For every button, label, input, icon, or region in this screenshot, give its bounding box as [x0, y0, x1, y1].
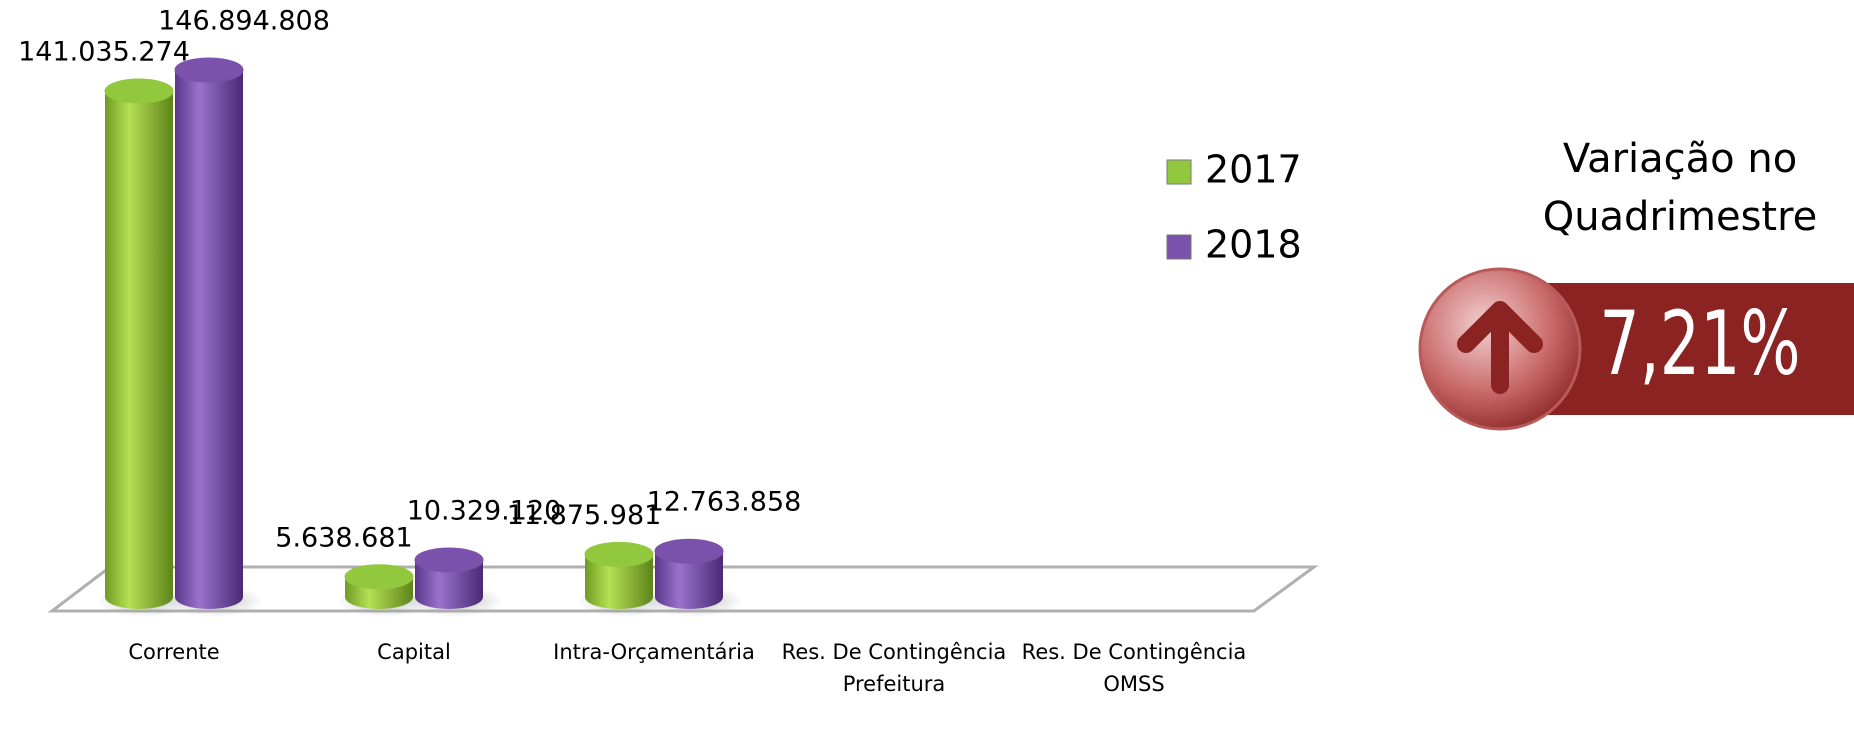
- data-label: 141.035.274: [18, 37, 190, 68]
- bar-top: [104, 78, 174, 104]
- data-label: 11.875.981: [507, 500, 662, 531]
- legend-label: 2017: [1205, 148, 1302, 192]
- kpi-band: [1545, 283, 1854, 415]
- bar-top: [654, 538, 724, 564]
- kpi-label: Variação no Quadrimestre: [1542, 136, 1818, 240]
- data-label: 146.894.808: [158, 6, 330, 37]
- data-label: 10.329.120: [407, 495, 562, 526]
- bar: [105, 91, 173, 598]
- data-label: 5.638.681: [275, 522, 412, 553]
- bar-top: [344, 564, 414, 590]
- x-tick-label: Res. De Contingência OMSS: [1021, 640, 1247, 696]
- bar-top: [174, 57, 244, 83]
- x-tick-label: Res. De Contingência Prefeitura: [781, 640, 1007, 696]
- legend-label: 2018: [1205, 223, 1302, 267]
- x-tick-label: Corrente: [128, 640, 220, 664]
- kpi-value: 7,21%: [1599, 294, 1800, 396]
- legend-swatch: [1166, 159, 1192, 185]
- kpi-arrow: [1457, 301, 1543, 394]
- x-tick-label: Capital: [377, 640, 451, 664]
- data-label: 12.763.858: [647, 487, 802, 518]
- bar: [175, 70, 243, 597]
- x-tick-label: Intra-Orçamentária: [553, 640, 755, 664]
- legend-swatch: [1166, 234, 1192, 260]
- bar-top: [414, 547, 484, 573]
- bar-top: [584, 541, 654, 567]
